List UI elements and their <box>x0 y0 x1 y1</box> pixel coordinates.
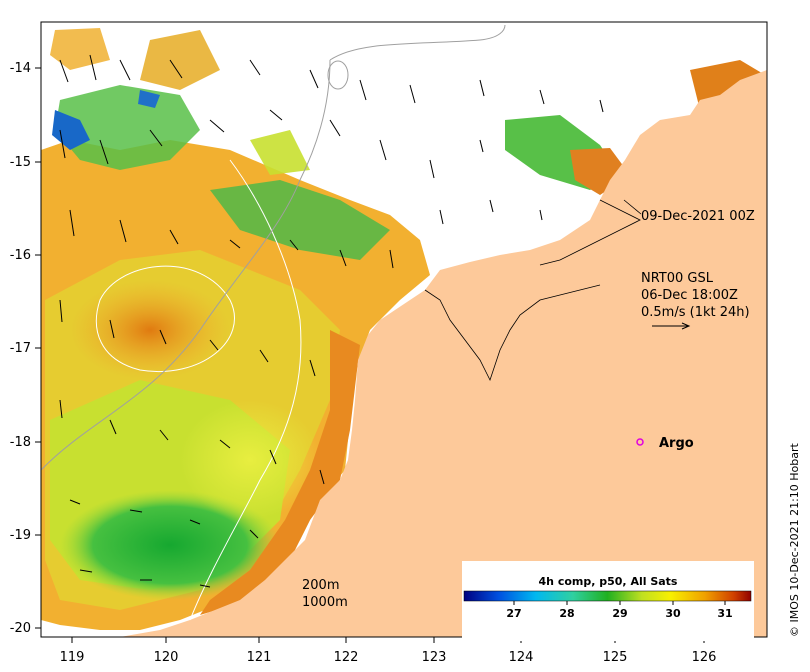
lat-tick-label: -14 <box>10 61 31 76</box>
argo-marker[interactable] <box>636 438 644 446</box>
lon-tick-label: 122 <box>334 650 359 665</box>
lon-axis: 119 120 121 122 123 124 125 126 <box>60 650 717 665</box>
argo-label: Argo <box>659 436 694 451</box>
map-plot-area <box>41 22 767 637</box>
colorbar-tick-label: 29 <box>612 607 627 620</box>
lat-tick-label: -19 <box>10 528 31 543</box>
current-vectors <box>59 54 604 588</box>
land-mass <box>120 70 767 637</box>
isobath-label-1000m: 1000m <box>302 595 348 610</box>
colorbar-tick-label: 27 <box>506 607 521 620</box>
isobath-label-200m: 200m <box>302 578 339 593</box>
lon-tick-label: 120 <box>154 650 179 665</box>
lat-tick-label: -16 <box>10 248 31 263</box>
scale-arrow-icon <box>652 322 691 330</box>
lat-tick-label: -15 <box>10 155 31 170</box>
lat-tick-label: -20 <box>10 621 31 636</box>
lon-tick-label: 121 <box>247 650 272 665</box>
lon-tick-label: 125 <box>603 650 628 665</box>
colorbar-tick-label: 28 <box>559 607 574 620</box>
current-time-label: 06-Dec 18:00Z <box>641 288 738 303</box>
lon-tick-label: 124 <box>509 650 534 665</box>
colorbar-title: 4h comp, p50, All Sats <box>539 575 678 588</box>
lon-tick-label: 126 <box>692 650 717 665</box>
lon-tick-label: 119 <box>60 650 85 665</box>
current-source-label: NRT00 GSL <box>641 271 714 286</box>
credit-text: © IMOS 10-Dec-2021 21:10 Hobart <box>788 442 801 637</box>
lat-tick-label: -17 <box>10 341 31 356</box>
timestamp-label: 09-Dec-2021 00Z <box>641 209 755 224</box>
lat-tick-label: -18 <box>10 435 31 450</box>
colorbar: 4h comp, p50, All Sats 27 28 29 30 31 <box>462 561 754 641</box>
current-scale-label: 0.5m/s (1kt 24h) <box>641 305 750 320</box>
colorbar-tick-label: 31 <box>717 607 732 620</box>
colorbar-tick-label: 30 <box>665 607 681 620</box>
lon-tick-label: 123 <box>422 650 447 665</box>
plot-frame <box>40 21 768 638</box>
lat-axis: -14 -15 -16 -17 -18 -19 -20 <box>10 61 31 636</box>
